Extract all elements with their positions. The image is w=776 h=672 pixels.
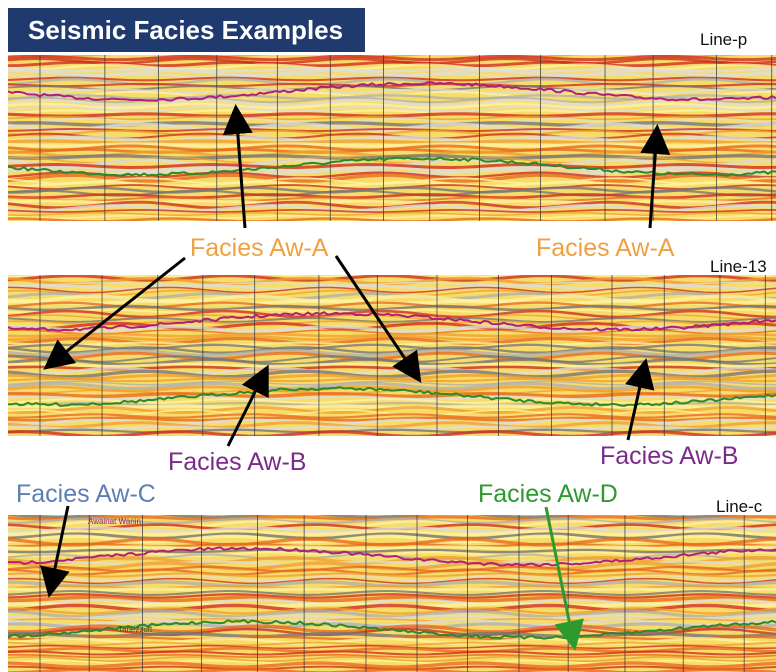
horizon-label: Awainat Wanin bbox=[88, 517, 141, 526]
title: Seismic Facies Examples bbox=[28, 15, 343, 45]
facies-label: Facies Aw-C bbox=[16, 480, 156, 508]
line-label: Line-p bbox=[700, 30, 747, 49]
facies-label: Facies Aw-A bbox=[536, 234, 675, 262]
seismic-panels bbox=[8, 53, 776, 672]
slide: Seismic Facies Examples Line-p Line-13 L… bbox=[0, 0, 776, 672]
horizon-label: Tanezzuft bbox=[118, 625, 153, 634]
seismic-panel bbox=[8, 274, 776, 437]
line-label: Line-13 bbox=[710, 257, 767, 276]
seismic-panel bbox=[8, 53, 776, 221]
facies-label: Facies Aw-D bbox=[478, 480, 618, 508]
reflector bbox=[8, 547, 776, 549]
seismic-panel bbox=[8, 513, 776, 672]
facies-label: Facies Aw-B bbox=[600, 442, 738, 470]
line-label: Line-c bbox=[716, 497, 763, 516]
facies-label: Facies Aw-A bbox=[190, 234, 329, 262]
facies-label: Facies Aw-B bbox=[168, 448, 306, 476]
